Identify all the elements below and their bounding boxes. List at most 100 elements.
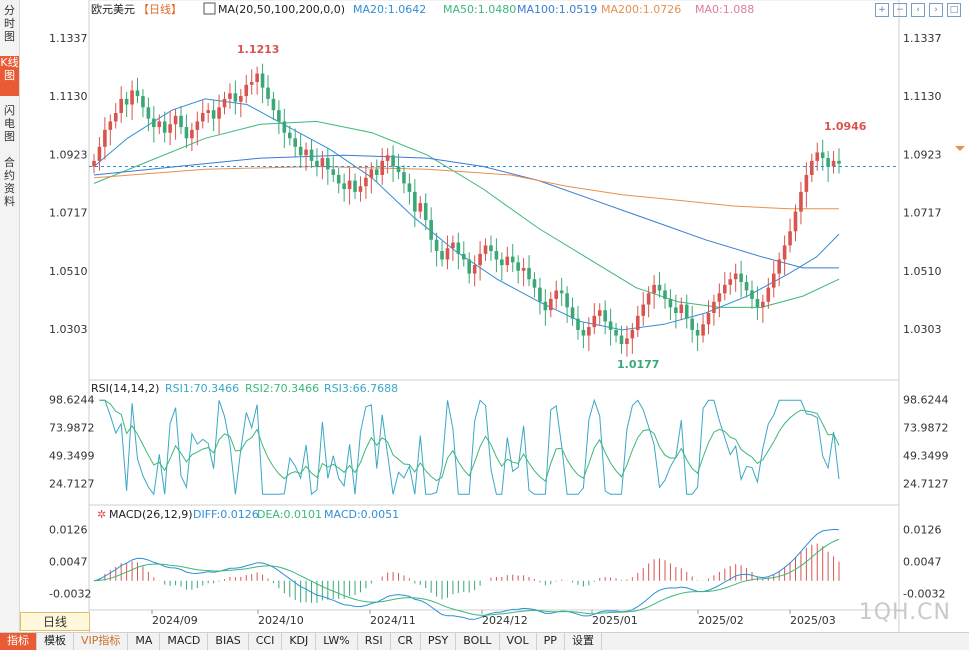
period-button[interactable]: 日线 <box>20 612 90 631</box>
toolbar-boll[interactable]: BOLL <box>456 633 500 650</box>
candle-body <box>162 121 167 133</box>
candle-body <box>684 304 689 319</box>
rsi-tick-left: 49.3499 <box>49 449 95 462</box>
candle-body <box>152 118 156 128</box>
candle-body <box>293 138 298 147</box>
candle-body <box>510 256 515 263</box>
toolbar-psy[interactable]: PSY <box>421 633 457 650</box>
tab-flash[interactable]: 闪电图 <box>4 104 15 143</box>
recent-high-annotation: 1.0946 <box>824 120 867 133</box>
candle-body <box>597 310 602 316</box>
legend-toggle-icon[interactable] <box>203 2 216 15</box>
toolbar-vol[interactable]: VOL <box>500 633 537 650</box>
candle-body <box>766 287 771 302</box>
candle-body <box>663 290 667 299</box>
maximize-icon[interactable]: □ <box>947 3 961 17</box>
toolbar-macd[interactable]: MACD <box>160 633 209 650</box>
candle-body <box>336 174 341 184</box>
candle-body <box>391 155 395 167</box>
chart-svg[interactable]: 欧元美元 【日线】 MA(20,50,100,200,0,0) MA20:1.0… <box>19 0 969 632</box>
right-arrow-icon[interactable]: › <box>929 3 943 17</box>
toolbar-kdj[interactable]: KDJ <box>282 633 317 650</box>
candle-body <box>380 160 385 175</box>
candle-body <box>608 321 613 330</box>
candle-body <box>249 81 254 85</box>
candle-body <box>429 220 433 240</box>
candle-body <box>614 329 618 336</box>
rsi-tick-left: 98.6244 <box>49 394 95 407</box>
candle-body <box>717 293 722 302</box>
candle-body <box>516 262 520 271</box>
symbol-label: 欧元美元 <box>91 3 135 16</box>
ma-legend: MA(20,50,100,200,0,0) <box>218 3 345 16</box>
toolbar-bias[interactable]: BIAS <box>208 633 249 650</box>
toolbar-ma[interactable]: MA <box>128 633 161 650</box>
price-tick-right: 1.0510 <box>903 265 942 278</box>
rsi-tick-right: 24.7127 <box>903 477 949 490</box>
candle-body <box>603 310 607 322</box>
toolbar-pp[interactable]: PP <box>537 633 565 650</box>
candle-body <box>712 301 716 314</box>
candle-body <box>146 107 151 119</box>
shrink-icon[interactable]: − <box>893 3 907 17</box>
toolbar-settings[interactable]: 设置 <box>565 633 602 650</box>
expand-icon[interactable]: + <box>875 3 889 17</box>
candle-body <box>304 149 308 156</box>
toolbar-cr[interactable]: CR <box>391 633 421 650</box>
candle-body <box>820 152 825 159</box>
ma0-legend: MA0:1.088 <box>695 3 754 16</box>
candle-body <box>500 259 504 266</box>
price-tick-left: 1.0717 <box>49 206 88 219</box>
left-sidebar: 分时图 K线图 闪电图 合约资料 <box>0 0 20 632</box>
price-tick-left: 1.0923 <box>49 148 88 161</box>
candle-body <box>505 256 510 266</box>
toolbar-template[interactable]: 模板 <box>37 633 74 650</box>
candle-body <box>456 242 461 254</box>
candle-body <box>494 251 499 260</box>
candle-body <box>788 231 792 246</box>
macd-tick-right: 0.0126 <box>903 524 942 537</box>
tab-timeshare[interactable]: 分时图 <box>4 4 15 43</box>
candle-body <box>771 273 776 288</box>
x-tick-label: 2024/11 <box>370 614 416 627</box>
candle-body <box>364 177 368 187</box>
tab-kline[interactable]: K线图 <box>0 56 19 96</box>
toolbar-cci[interactable]: CCI <box>249 633 283 650</box>
candle-body <box>277 110 281 122</box>
candle-body <box>184 127 189 139</box>
candle-body <box>418 203 423 212</box>
macd-diff-line <box>93 528 840 620</box>
candle-body <box>755 298 760 308</box>
candle-body <box>353 180 357 192</box>
x-tick-label: 2025/01 <box>592 614 638 627</box>
candle-body <box>374 169 379 175</box>
tab-contract-info[interactable]: 合约资料 <box>4 156 15 208</box>
candle-body <box>320 158 325 167</box>
chart-area[interactable]: 欧元美元 【日线】 MA(20,50,100,200,0,0) MA20:1.0… <box>19 0 969 632</box>
candle-body <box>440 251 444 260</box>
candle-body <box>119 98 123 113</box>
ma200-legend: MA200:1.0726 <box>601 3 681 16</box>
toolbar-lw[interactable]: LW% <box>316 633 358 650</box>
candle-body <box>810 160 814 175</box>
candle-body <box>804 174 809 192</box>
rsi-tick-right: 49.3499 <box>903 449 949 462</box>
candle-body <box>244 84 249 97</box>
candle-body <box>750 290 754 299</box>
left-arrow-icon[interactable]: ‹ <box>911 3 925 17</box>
candle-body <box>255 73 259 82</box>
candle-body <box>173 115 178 125</box>
rsi-tick-left: 73.9872 <box>49 421 95 434</box>
candle-body <box>815 152 820 161</box>
candle-body <box>331 169 336 175</box>
candle-body <box>402 172 406 184</box>
indicator-toolbar: 指标 模板 VIP指标 MA MACD BIAS CCI KDJ LW% RSI… <box>0 632 969 650</box>
toolbar-indicators[interactable]: 指标 <box>0 633 37 650</box>
candle-body <box>641 304 646 316</box>
candle-body <box>646 293 651 305</box>
toolbar-rsi[interactable]: RSI <box>358 633 391 650</box>
candle-body <box>799 191 803 212</box>
toolbar-vip[interactable]: VIP指标 <box>74 633 129 650</box>
candle-body <box>434 239 439 252</box>
x-tick-label: 2024/12 <box>482 614 528 627</box>
